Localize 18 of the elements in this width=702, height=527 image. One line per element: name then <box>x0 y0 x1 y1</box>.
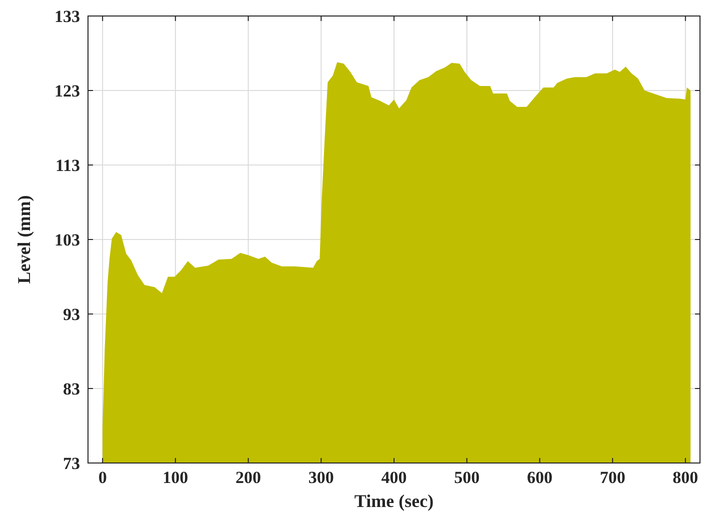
x-tick-label: 0 <box>98 468 107 487</box>
x-tick-label: 500 <box>454 468 480 487</box>
y-tick-label: 73 <box>63 454 80 473</box>
x-tick-label: 400 <box>381 468 407 487</box>
y-tick-label: 103 <box>54 230 80 250</box>
y-tick-label: 83 <box>63 379 80 398</box>
y-axis-title: Level (mm) <box>14 195 34 284</box>
y-tick-label: 123 <box>54 81 80 100</box>
x-tick-label: 300 <box>308 468 334 487</box>
x-tick-label: 800 <box>672 468 698 487</box>
y-tick-label: 93 <box>63 304 80 324</box>
y-tick-label: 133 <box>54 6 80 26</box>
x-tick-label: 100 <box>162 468 188 487</box>
x-tick-label: 600 <box>526 468 552 487</box>
x-tick-label: 700 <box>600 468 626 487</box>
x-axis-title: Time (sec) <box>354 491 434 511</box>
x-tick-label: 200 <box>236 468 262 487</box>
y-tick-label: 113 <box>55 156 80 175</box>
